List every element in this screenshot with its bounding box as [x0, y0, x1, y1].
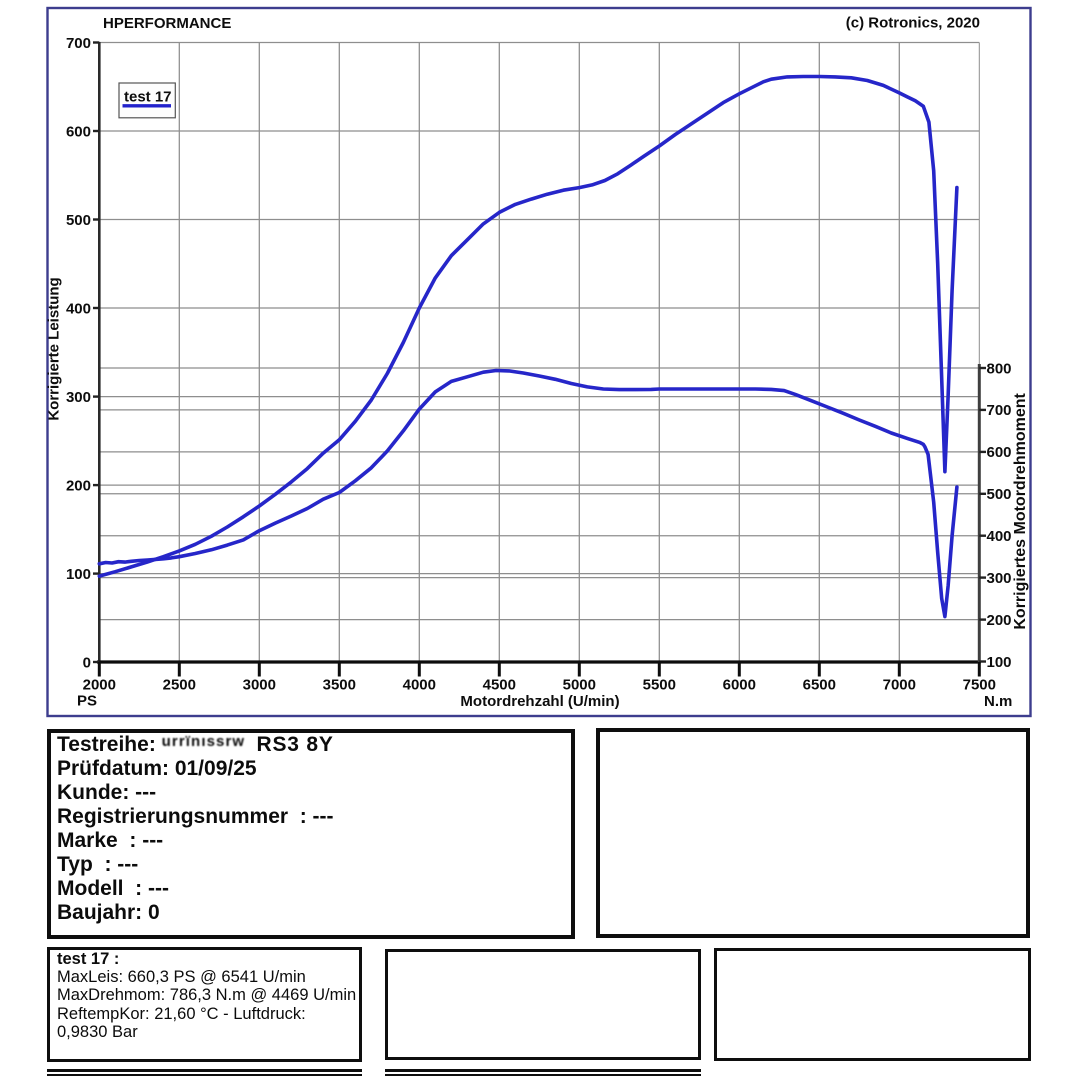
- svg-text:6500: 6500: [803, 677, 836, 694]
- svg-text:100: 100: [987, 654, 1012, 671]
- svg-text:Korrigiertes Motordrehmoment: Korrigiertes Motordrehmoment: [1012, 392, 1029, 629]
- svg-text:5000: 5000: [563, 677, 596, 694]
- svg-text:500: 500: [987, 486, 1012, 503]
- svg-text:4000: 4000: [403, 677, 436, 694]
- svg-text:0: 0: [83, 654, 91, 671]
- svg-text:HPERFORMANCE: HPERFORMANCE: [103, 15, 231, 32]
- svg-text:700: 700: [987, 402, 1012, 419]
- svg-text:PS: PS: [77, 693, 97, 710]
- svg-text:(c) Rotronics, 2020: (c) Rotronics, 2020: [846, 15, 980, 32]
- svg-text:400: 400: [987, 528, 1012, 545]
- svg-text:7500: 7500: [963, 677, 996, 694]
- svg-text:600: 600: [987, 444, 1012, 461]
- svg-text:3500: 3500: [323, 677, 356, 694]
- svg-text:700: 700: [66, 35, 91, 52]
- svg-text:Korrigierte Leistung: Korrigierte Leistung: [46, 277, 63, 420]
- svg-text:400: 400: [66, 300, 91, 317]
- svg-text:600: 600: [66, 123, 91, 140]
- svg-text:4500: 4500: [483, 677, 516, 694]
- svg-text:800: 800: [987, 360, 1012, 377]
- svg-text:300: 300: [66, 389, 91, 406]
- svg-text:test 17: test 17: [124, 89, 172, 106]
- svg-text:3000: 3000: [243, 677, 276, 694]
- svg-text:100: 100: [66, 566, 91, 583]
- svg-text:7000: 7000: [883, 677, 916, 694]
- svg-text:N.m: N.m: [984, 693, 1012, 710]
- svg-text:6000: 6000: [723, 677, 756, 694]
- svg-text:5500: 5500: [643, 677, 676, 694]
- svg-text:2500: 2500: [163, 677, 196, 694]
- svg-text:2000: 2000: [83, 677, 116, 694]
- svg-text:200: 200: [987, 612, 1012, 629]
- svg-text:200: 200: [66, 477, 91, 494]
- svg-text:500: 500: [66, 212, 91, 229]
- svg-text:300: 300: [987, 570, 1012, 587]
- svg-text:Motordrehzahl (U/min): Motordrehzahl (U/min): [460, 693, 619, 710]
